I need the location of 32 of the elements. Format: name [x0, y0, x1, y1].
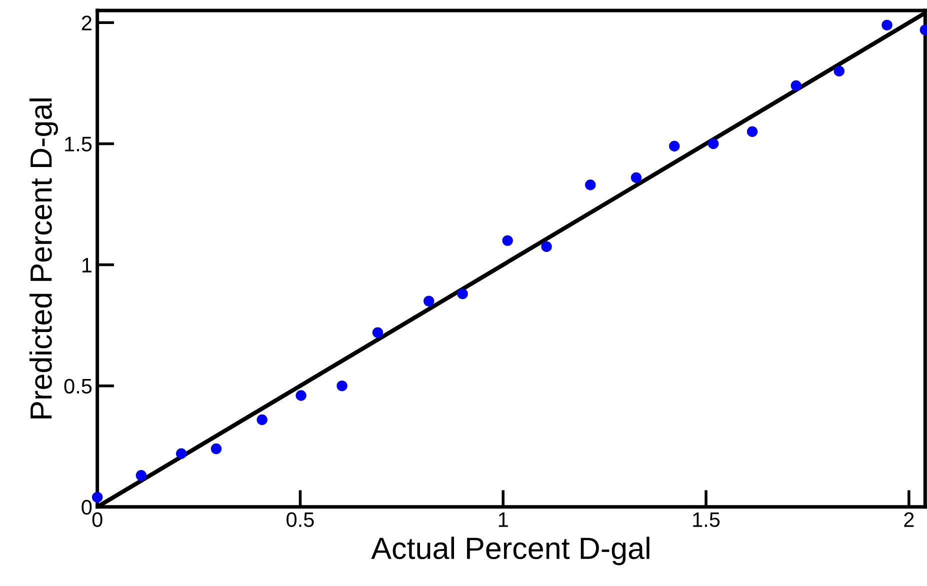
x-tick-label: 2 [904, 512, 914, 527]
point [630, 172, 642, 183]
point [669, 140, 680, 152]
point [336, 380, 348, 392]
x-tick-label: 0.5 [286, 512, 314, 528]
y-tick-label: 2 [82, 16, 92, 30]
point [541, 241, 552, 252]
point [176, 448, 187, 459]
point [92, 492, 103, 503]
y-tick-label: 0.5 [64, 378, 92, 394]
point [424, 296, 434, 306]
point [882, 20, 892, 30]
point [502, 235, 513, 246]
point [210, 443, 222, 454]
point [585, 180, 596, 190]
point [296, 390, 306, 401]
point [256, 414, 268, 426]
point [708, 138, 719, 150]
y-axis-title: Predicted Percent D-gal [29, 98, 58, 418]
y-tick-label: 0 [82, 500, 92, 515]
y-tick-label: 1.5 [65, 136, 92, 152]
point [457, 288, 468, 300]
x-tick-label: 1.5 [693, 512, 720, 528]
x-tick-label: 1 [498, 512, 508, 527]
point [136, 470, 147, 481]
point [790, 80, 802, 91]
x-tick-label: 0 [92, 512, 102, 528]
point [746, 126, 758, 137]
point [372, 327, 384, 338]
x-axis-title: Actual Percent D-gal [371, 536, 650, 566]
point [834, 66, 844, 76]
y-tick-label: 1 [82, 258, 92, 272]
